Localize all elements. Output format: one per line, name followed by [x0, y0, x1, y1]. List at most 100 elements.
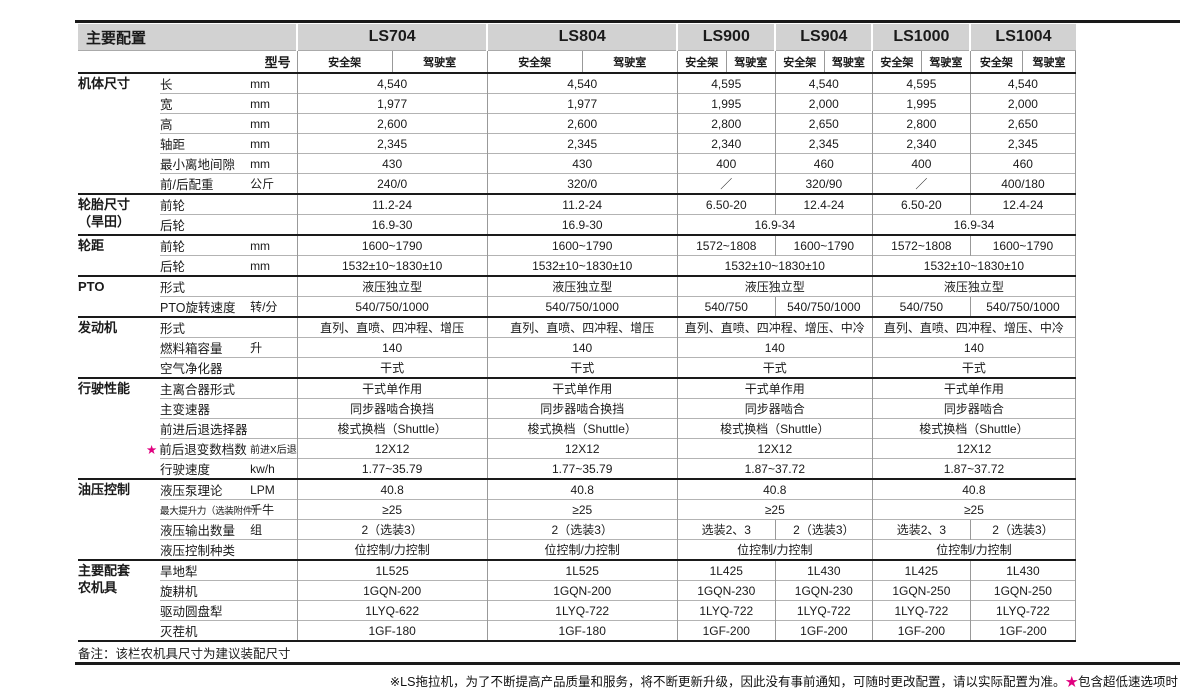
spec-label-cell: 长	[160, 72, 251, 94]
value-cell: 2（选装3）	[296, 519, 488, 540]
spec-label: 前进后退选择器	[160, 423, 248, 437]
value-cell: 40.8	[296, 478, 488, 500]
value-cell: 1GF-180	[486, 620, 678, 641]
spec-label-cell: 前/后配重	[160, 173, 251, 194]
value-cell: 梭式换档（Shuttle）	[486, 418, 678, 439]
spec-label-cell: 驱动圆盘犁	[160, 600, 251, 621]
value-cell: 2,345	[296, 133, 488, 154]
spec-label-cell: 前进后退选择器	[160, 418, 251, 439]
value-cell: 2,600	[486, 113, 678, 134]
value-cell: ／	[871, 173, 971, 194]
value-cell: 16.9-30	[296, 214, 488, 235]
value-cell: 1,995	[676, 93, 776, 114]
unit-label	[250, 398, 298, 419]
value-cell: 梭式换档（Shuttle）	[871, 418, 1077, 439]
value-cell: 430	[296, 153, 488, 174]
config-title: 主要配置	[78, 24, 298, 51]
spec-row: 行驶速度 kw/h 1.77~35.79 1.77~35.79 1.87~37.72 1.…	[78, 458, 1077, 479]
unit-label: LPM	[250, 478, 298, 500]
spec-row: 主变速器 同步器啮合换挡 同步器啮合换挡 同步器啮合 同步器啮合	[78, 398, 1077, 419]
spec-label-cell: 行驶速度	[160, 458, 251, 479]
section-label: 行驶性能	[78, 377, 161, 479]
value-cell: 460	[774, 153, 873, 174]
required-star-icon: ★	[146, 443, 158, 457]
value-cell: 干式	[871, 357, 1077, 378]
spec-label: 最小离地间隙	[160, 158, 236, 172]
value-cell: 直列、直喷、四冲程、增压、中冷	[676, 316, 873, 338]
section-label: 轮距	[78, 234, 161, 276]
unit-label: mm	[250, 93, 298, 114]
value-cell: 位控制/力控制	[871, 539, 1077, 560]
spec-label-cell: 灭茬机	[160, 620, 251, 641]
spec-row: PTO 形式 液压独立型 液压独立型 液压独立型 液压独立型	[78, 275, 1077, 317]
spec-label-cell: 形式	[160, 275, 251, 297]
spec-label-cell: 高	[160, 113, 251, 134]
top-rule	[75, 20, 1180, 23]
spec-label: 燃料箱容量	[160, 342, 223, 356]
value-cell: 6.50-20	[871, 193, 971, 215]
unit-label	[250, 600, 298, 621]
header-row-subcolumns: 型号 安全架 驾驶室 安全架 驾驶室 安全架 驾驶室 安全架 驾驶室 安全架 驾驶室 安全架 驾驶室	[78, 50, 1077, 73]
value-cell: 1GQN-230	[774, 580, 873, 601]
value-cell: 40.8	[486, 478, 678, 500]
value-cell: 1600~1790	[969, 234, 1077, 256]
unit-label	[250, 214, 298, 235]
spec-row: 液压输出数量组 2（选装3） 2（选装3） 选装2、3 2（选装3） 选装2、3 2（选装3…	[78, 519, 1077, 540]
unit-label	[250, 316, 298, 338]
value-cell: 1GF-180	[296, 620, 488, 641]
footer-text: ※LS拖拉机，为了不断提高产品质量和服务，将不断更新升级，因此没有事前通知，可随…	[389, 675, 1066, 689]
value-cell: 1GQN-250	[871, 580, 971, 601]
value-cell: 2,345	[486, 133, 678, 154]
value-cell: 干式单作用	[676, 377, 873, 399]
spec-label: 前后退变数档数	[159, 443, 247, 457]
value-cell: 1600~1790	[296, 234, 488, 256]
value-cell: 12.4-24	[969, 193, 1077, 215]
value-cell: 1L430	[774, 559, 873, 581]
value-cell: 液压独立型	[486, 275, 678, 297]
spec-label: 液压泵理论	[160, 484, 223, 498]
unit-label	[250, 418, 298, 439]
value-cell: 1532±10~1830±10	[676, 255, 873, 276]
value-cell: 16.9-34	[871, 214, 1077, 235]
value-cell: 12X12	[296, 438, 488, 459]
value-cell: 2（选装3）	[969, 519, 1077, 540]
spec-label: 轴距	[160, 138, 186, 152]
required-star-icon: ★	[1065, 675, 1078, 689]
spec-label-cell: 液压泵理论	[160, 478, 251, 500]
value-cell: 选装2、3	[676, 519, 776, 540]
section-label: PTO	[78, 275, 161, 317]
spec-label: 形式	[160, 322, 186, 336]
value-cell: 400	[676, 153, 776, 174]
spec-label-cell: 旱地犁	[160, 559, 251, 581]
value-cell: 4,540	[774, 72, 873, 94]
spec-table: 主要配置 LS704 LS804 LS900 LS904 LS1000 LS1004 型号 安全…	[78, 24, 1077, 662]
sub-column-header: 驾驶室	[823, 50, 873, 73]
unit-label: 前进X后退	[250, 438, 298, 459]
spec-label: 旋耕机	[160, 585, 198, 599]
value-cell: 选装2、3	[871, 519, 971, 540]
value-cell: 同步器啮合换挡	[486, 398, 678, 419]
value-cell: 1L425	[676, 559, 776, 581]
value-cell: 1572~1808	[871, 234, 971, 256]
value-cell: 干式单作用	[486, 377, 678, 399]
value-cell: 2,650	[969, 113, 1077, 134]
section-label: 发动机	[78, 316, 161, 378]
value-cell: 2（选装3）	[486, 519, 678, 540]
unit-label: 升	[250, 337, 298, 358]
value-cell: 16.9-34	[676, 214, 873, 235]
spec-row: 旋耕机 1GQN-200 1GQN-200 1GQN-230 1GQN-230 1GQN-…	[78, 580, 1077, 601]
value-cell: 直列、直喷、四冲程、增压	[296, 316, 488, 338]
unit-label	[250, 559, 298, 581]
value-cell: 540/750/1000	[774, 296, 873, 317]
value-cell: 梭式换档（Shuttle）	[296, 418, 488, 439]
model-header: LS1004	[969, 24, 1076, 51]
value-cell: 1GQN-230	[676, 580, 776, 601]
value-cell: 1GQN-200	[486, 580, 678, 601]
model-row-label: 型号	[264, 55, 291, 70]
unit-label	[250, 539, 298, 560]
value-cell: 1,977	[486, 93, 678, 114]
unit-label	[250, 193, 298, 215]
value-cell: 2,000	[774, 93, 873, 114]
value-cell: 2,345	[774, 133, 873, 154]
value-cell: 1LYQ-722	[486, 600, 678, 621]
